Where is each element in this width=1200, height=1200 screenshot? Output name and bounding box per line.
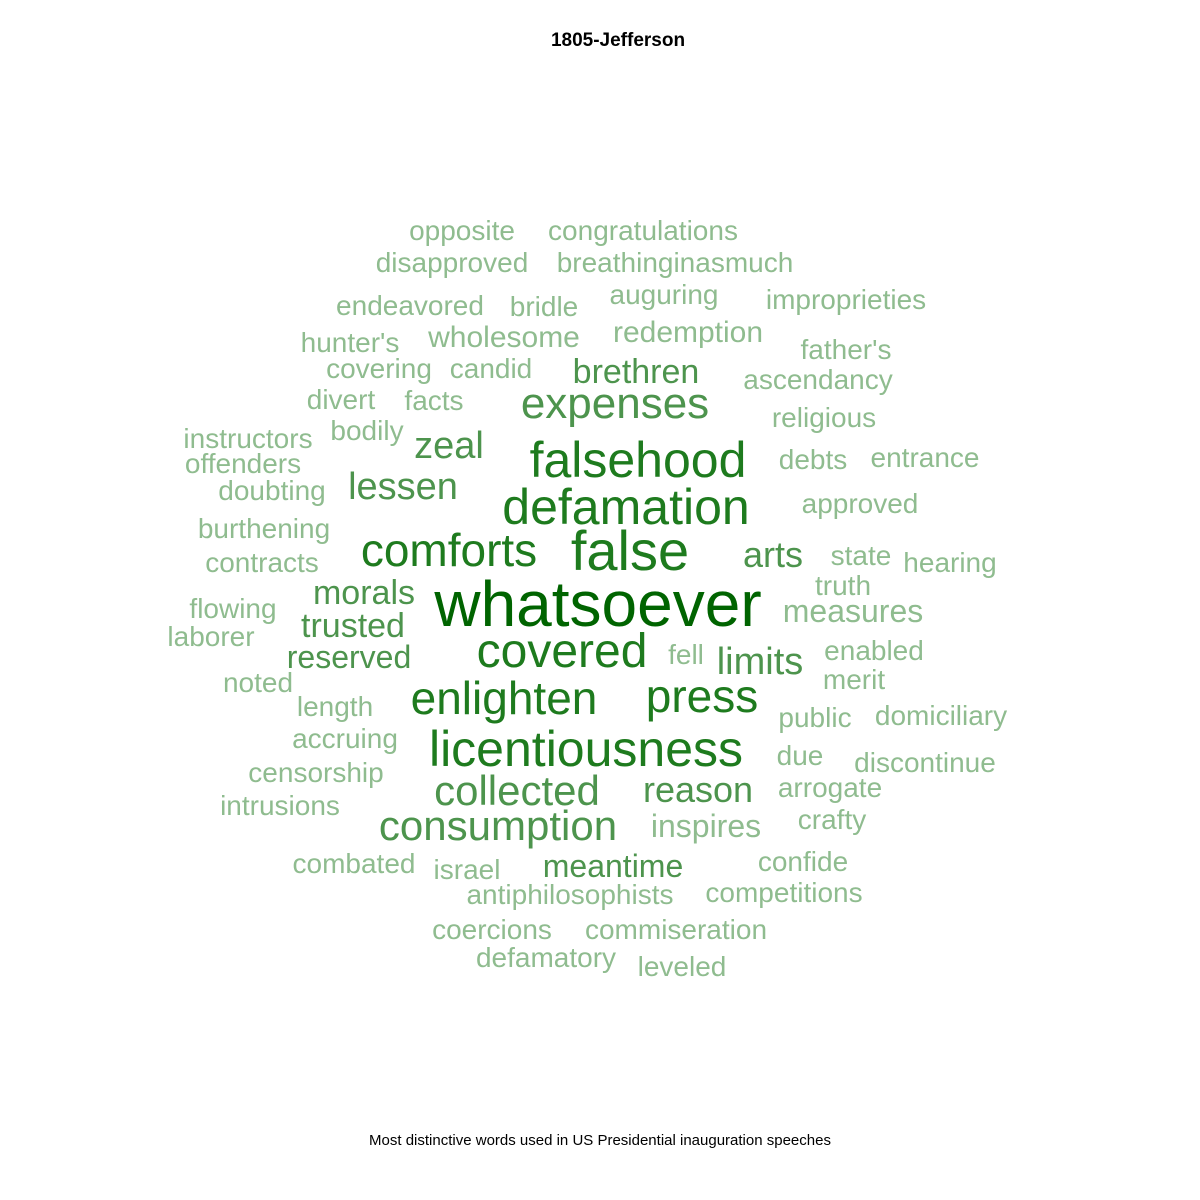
word-bodily: bodily <box>330 415 404 446</box>
word-zeal: zeal <box>414 425 484 467</box>
word-intrusions: intrusions <box>220 790 340 821</box>
word-endeavored: endeavored <box>336 290 484 321</box>
word-burthening: burthening <box>197 513 331 544</box>
word-flowing: flowing <box>189 593 277 624</box>
word-disapproved: disapproved <box>375 247 529 278</box>
word-accruing: accruing <box>292 723 398 754</box>
word-state: state <box>830 540 892 571</box>
word-hearing: hearing <box>903 547 997 578</box>
word-commiseration: commiseration <box>584 914 768 945</box>
word-instructors: instructors <box>183 423 313 454</box>
word-breathinginasmuch: breathinginasmuch <box>556 247 794 278</box>
word-debts: debts <box>778 444 848 475</box>
word-crafty: crafty <box>797 804 867 835</box>
word-expenses: expenses <box>520 379 710 428</box>
word-father-s: father's <box>800 334 892 365</box>
word-hunter-s: hunter's <box>300 327 400 358</box>
word-covered: covered <box>476 625 648 678</box>
word-censorship: censorship <box>248 757 384 788</box>
word-antiphilosophists: antiphilosophists <box>466 879 674 910</box>
word-bridle: bridle <box>509 291 579 322</box>
word-reason: reason <box>642 769 754 810</box>
word-wholesome: wholesome <box>428 321 580 354</box>
word-entrance: entrance <box>870 442 980 473</box>
word-noted: noted <box>222 667 294 698</box>
word-meantime: meantime <box>542 848 684 884</box>
word-leveled: leveled <box>637 951 727 982</box>
word-false: false <box>570 519 690 582</box>
word-fell: fell <box>668 639 704 670</box>
word-defamation: defamation <box>502 479 750 535</box>
word-facts: facts <box>404 385 464 416</box>
word-enlighten: enlighten <box>410 672 598 724</box>
word-comforts: comforts <box>360 524 538 576</box>
word-whatsoever: whatsoever <box>434 568 762 640</box>
word-divert: divert <box>306 384 376 415</box>
chart-caption: Most distinctive words used in US Presid… <box>369 1132 831 1149</box>
word-doubting: doubting <box>218 475 326 506</box>
word-measures: measures <box>782 593 924 629</box>
word-approved: approved <box>801 488 919 519</box>
word-israel: israel <box>433 854 501 885</box>
word-press: press <box>645 670 759 722</box>
word-due: due <box>776 740 824 771</box>
word-reserved: reserved <box>286 639 412 675</box>
word-consumption: consumption <box>378 802 618 849</box>
word-candid: candid <box>449 353 533 384</box>
word-confide: confide <box>757 846 849 877</box>
word-length: length <box>296 691 374 722</box>
word-public: public <box>778 702 852 733</box>
word-congratulations: congratulations <box>548 215 738 246</box>
word-covering: covering <box>326 353 432 384</box>
word-religious: religious <box>771 402 877 433</box>
word-offenders: offenders <box>184 448 302 479</box>
word-ascendancy: ascendancy <box>743 364 893 395</box>
word-enabled: enabled <box>824 635 924 666</box>
word-coercions: coercions <box>432 914 552 945</box>
word-domiciliary: domiciliary <box>874 700 1008 731</box>
word-discontinue: discontinue <box>854 747 996 778</box>
word-truth: truth <box>814 570 872 601</box>
word-merit: merit <box>822 664 886 695</box>
word-combated: combated <box>292 848 416 879</box>
word-contracts: contracts <box>205 547 319 578</box>
word-falsehood: falsehood <box>529 432 747 488</box>
word-improprieties: improprieties <box>765 284 927 315</box>
word-morals: morals <box>312 574 416 612</box>
word-auguring: auguring <box>609 279 719 310</box>
word-lessen: lessen <box>348 466 458 508</box>
word-trusted: trusted <box>301 607 405 645</box>
word-brethren: brethren <box>572 353 700 391</box>
word-arts: arts <box>742 534 804 575</box>
word-opposite: opposite <box>409 215 515 246</box>
word-licentiousness: licentiousness <box>428 721 744 777</box>
word-redemption: redemption <box>612 316 764 349</box>
word-laborer: laborer <box>167 621 255 652</box>
word-limits: limits <box>716 641 804 683</box>
word-inspires: inspires <box>650 808 762 844</box>
word-competitions: competitions <box>705 877 863 908</box>
word-defamatory: defamatory <box>475 942 617 973</box>
word-arrogate: arrogate <box>777 772 883 803</box>
chart-title: 1805-Jefferson <box>550 30 686 51</box>
word-collected: collected <box>434 767 600 814</box>
